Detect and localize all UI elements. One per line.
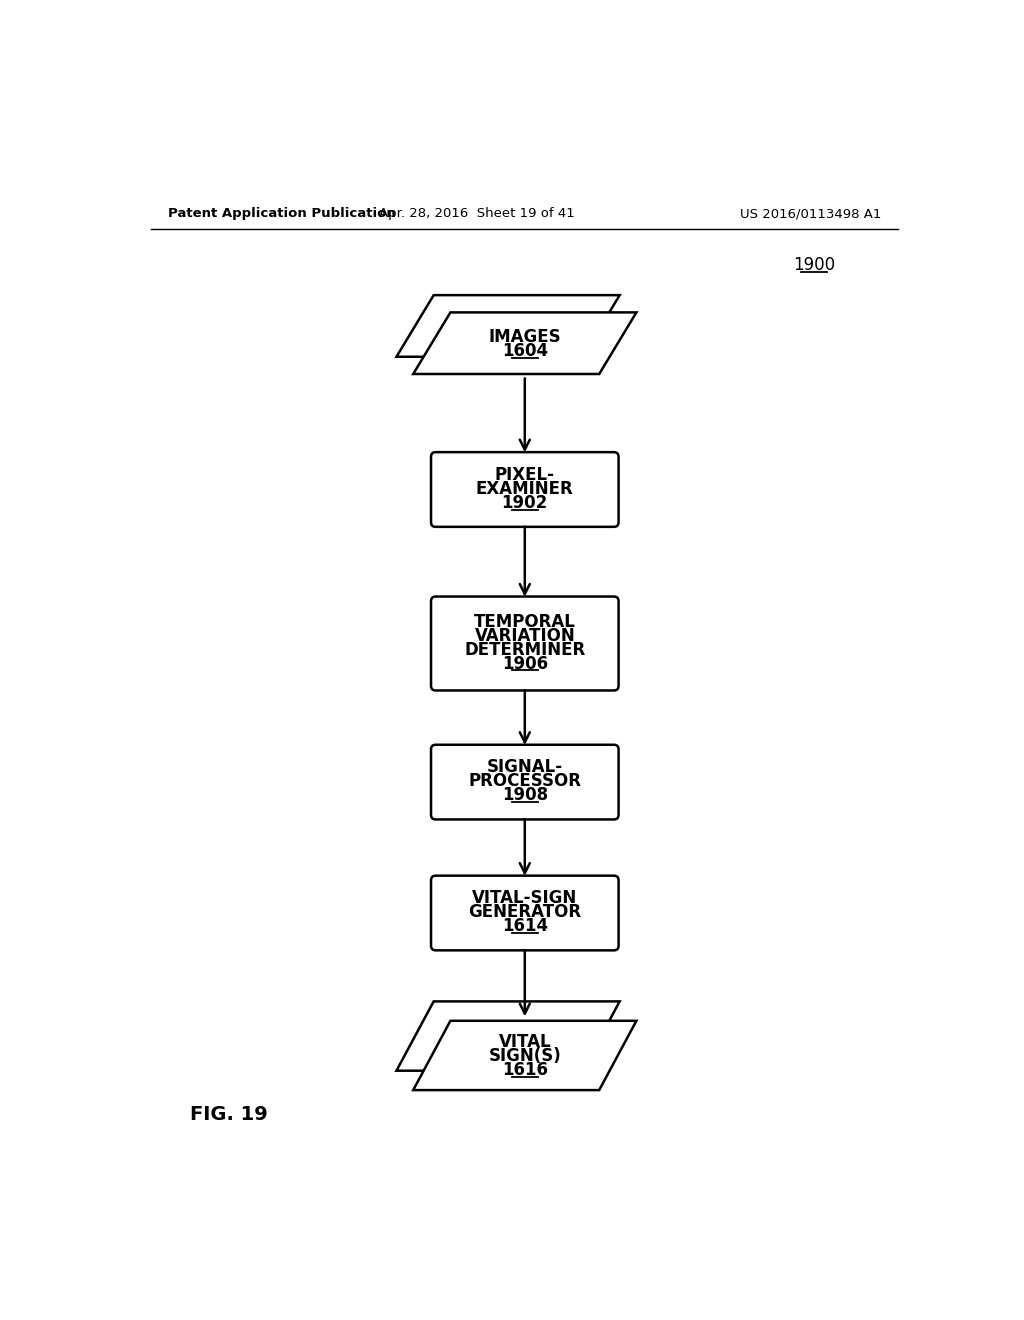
Text: VARIATION: VARIATION [474, 627, 575, 644]
Polygon shape [396, 296, 620, 356]
Text: VITAL-SIGN: VITAL-SIGN [472, 890, 578, 907]
Polygon shape [414, 313, 636, 374]
Text: TEMPORAL: TEMPORAL [474, 612, 575, 631]
Text: 1906: 1906 [502, 655, 548, 672]
Text: GENERATOR: GENERATOR [468, 903, 582, 921]
Text: 1614: 1614 [502, 917, 548, 935]
Text: IMAGES: IMAGES [488, 329, 561, 346]
FancyBboxPatch shape [431, 875, 618, 950]
Text: Apr. 28, 2016  Sheet 19 of 41: Apr. 28, 2016 Sheet 19 of 41 [379, 207, 575, 220]
FancyBboxPatch shape [431, 453, 618, 527]
Polygon shape [396, 1002, 620, 1071]
Text: PROCESSOR: PROCESSOR [468, 772, 582, 791]
Text: 1908: 1908 [502, 787, 548, 804]
Text: SIGN(S): SIGN(S) [488, 1047, 561, 1065]
Text: 1902: 1902 [502, 494, 548, 512]
Text: Patent Application Publication: Patent Application Publication [168, 207, 396, 220]
FancyBboxPatch shape [431, 597, 618, 690]
Text: DETERMINER: DETERMINER [464, 640, 586, 659]
Text: PIXEL-: PIXEL- [495, 466, 555, 484]
Polygon shape [414, 1020, 636, 1090]
FancyBboxPatch shape [431, 744, 618, 820]
Text: 1616: 1616 [502, 1061, 548, 1078]
Text: US 2016/0113498 A1: US 2016/0113498 A1 [740, 207, 882, 220]
Text: VITAL: VITAL [499, 1034, 551, 1051]
Text: EXAMINER: EXAMINER [476, 479, 573, 498]
Text: 1900: 1900 [794, 256, 836, 273]
Text: FIG. 19: FIG. 19 [190, 1105, 267, 1125]
Text: SIGNAL-: SIGNAL- [486, 759, 563, 776]
Text: 1604: 1604 [502, 342, 548, 360]
